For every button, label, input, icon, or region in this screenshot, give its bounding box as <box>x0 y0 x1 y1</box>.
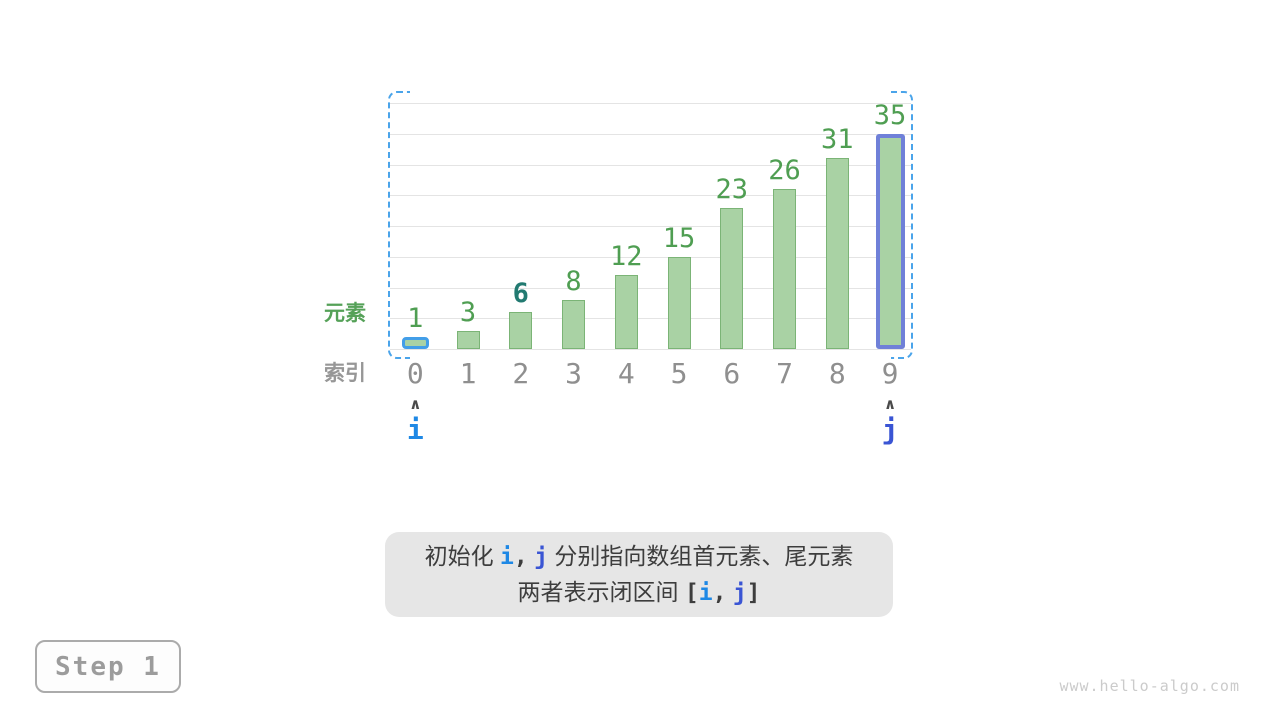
pointer-label-j: j <box>881 413 899 446</box>
bar <box>875 133 905 349</box>
caption-segment: i <box>500 543 514 570</box>
caption-segment: 初始化 <box>424 542 501 569</box>
bar <box>509 312 533 349</box>
step-badge-label: Step 1 <box>55 651 161 682</box>
caption-line-2: 两者表示闭区间 [i, j] <box>517 575 760 611</box>
caption-segment: , <box>712 579 727 606</box>
index-label: 1 <box>459 357 477 390</box>
caption-segment: 分别指向数组首元素、尾元素 <box>547 542 854 569</box>
y-axis-label: 元素 <box>324 302 366 325</box>
caption-segment: , <box>513 543 528 570</box>
bar-value-label: 8 <box>565 265 582 297</box>
caption-segment: i <box>698 579 713 606</box>
gridline <box>390 287 911 289</box>
caret-up-icon: ∧ <box>409 396 422 413</box>
index-label: 8 <box>828 357 846 390</box>
gridline <box>390 226 911 227</box>
bar-value-label: 26 <box>768 155 801 187</box>
range-bracket-left <box>388 91 410 359</box>
index-label: 5 <box>670 357 688 390</box>
bar-value-label: 15 <box>662 222 696 254</box>
index-label: 2 <box>512 357 530 390</box>
caption-segment: j <box>732 579 747 606</box>
index-label: 9 <box>881 357 899 390</box>
bar <box>667 256 691 349</box>
index-label: 4 <box>617 357 635 390</box>
caption-segment: j <box>534 543 548 570</box>
gridline <box>390 133 911 135</box>
gridline <box>390 349 911 350</box>
bar-value-label: 31 <box>821 124 854 156</box>
bar-value-label: 1 <box>407 303 424 334</box>
bar-value-label: 35 <box>873 99 907 131</box>
caption-segment: [ <box>684 579 699 606</box>
gridline <box>390 256 911 258</box>
step-badge: Step 1 <box>35 640 181 693</box>
gridline <box>390 164 911 166</box>
bar-value-label: 12 <box>610 241 643 273</box>
caption-box: 初始化 i, j 分别指向数组首元素、尾元素 两者表示闭区间 [i, j] <box>385 532 893 617</box>
bar <box>825 158 849 349</box>
gridline <box>390 195 911 197</box>
bar <box>720 207 744 349</box>
bar <box>614 275 638 349</box>
index-label: 7 <box>776 357 793 390</box>
gridline <box>390 318 911 320</box>
index-label: 3 <box>565 357 582 390</box>
caption-segment: 两者表示闭区间 <box>517 578 685 605</box>
gridline <box>390 103 911 104</box>
bar-value-label: 23 <box>715 173 749 205</box>
bar <box>401 337 429 349</box>
watermark: www.hello-algo.com <box>1059 677 1240 695</box>
pointer-label-i: i <box>406 413 424 446</box>
caption-segment: ] <box>746 579 761 606</box>
caption-line-1: 初始化 i, j 分别指向数组首元素、尾元素 <box>425 539 854 575</box>
x-axis-label: 索引 <box>324 362 366 385</box>
bar-value-label: 6 <box>512 278 529 310</box>
caret-up-icon: ∧ <box>883 396 897 413</box>
bar <box>773 189 797 349</box>
bar <box>562 299 586 349</box>
bar-value-label: 3 <box>459 296 477 328</box>
index-label: 6 <box>723 357 741 390</box>
range-bracket-right <box>891 91 913 359</box>
index-label: 0 <box>406 357 424 390</box>
bar <box>456 330 480 349</box>
